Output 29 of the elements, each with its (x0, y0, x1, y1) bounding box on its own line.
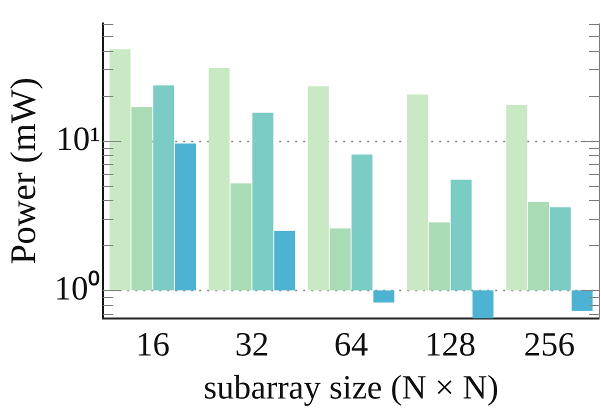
x-axis-title: subarray size (N × N) (204, 370, 499, 407)
bar (428, 222, 450, 290)
x-tick-label: 16 (136, 326, 170, 364)
bar (550, 207, 571, 290)
bar (407, 94, 428, 290)
bar (110, 49, 131, 290)
bar (572, 290, 593, 311)
bar (308, 86, 329, 290)
bar (330, 228, 351, 290)
bar (230, 183, 252, 290)
y-axis-title: Power (mW) (3, 77, 44, 264)
bar (472, 290, 494, 318)
bar (373, 290, 394, 303)
y-tick-label: 10¹ (56, 120, 100, 158)
bar (528, 202, 549, 290)
x-tick-label: 32 (234, 326, 269, 364)
bar (450, 180, 472, 290)
bar (506, 104, 528, 290)
x-tick-label: 64 (334, 326, 368, 364)
bar (175, 144, 196, 290)
bar (252, 112, 274, 290)
bar (208, 68, 230, 290)
y-tick-label: 10⁰ (54, 270, 100, 308)
bar (131, 107, 152, 290)
bar (153, 85, 174, 290)
bar (274, 230, 296, 290)
x-tick-label: 128 (424, 326, 476, 364)
bar (352, 154, 372, 290)
x-tick-label: 256 (524, 326, 575, 364)
